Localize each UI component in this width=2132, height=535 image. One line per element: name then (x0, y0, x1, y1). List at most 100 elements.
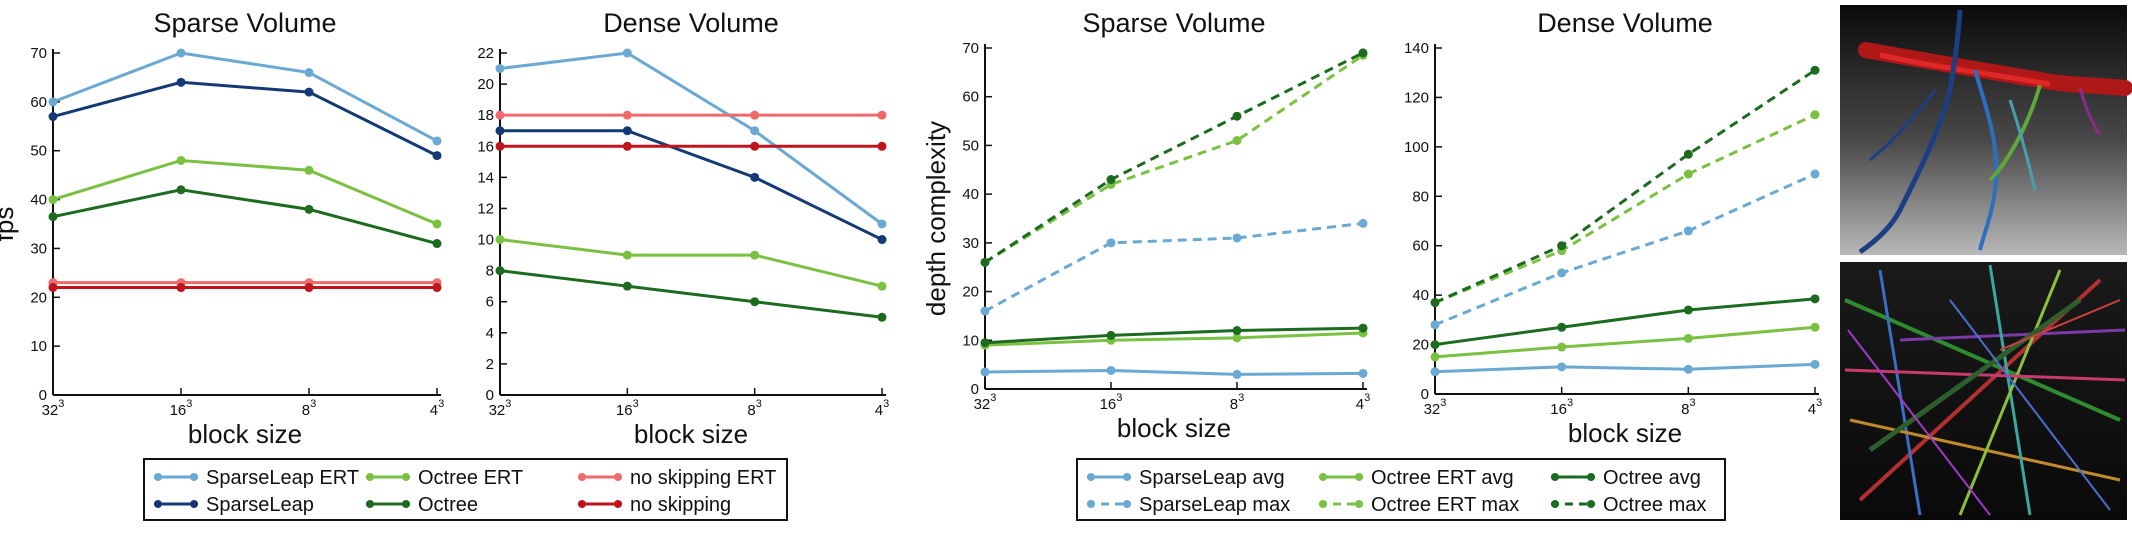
series-octree (495, 266, 887, 322)
data-point (1232, 136, 1242, 146)
y-tick-label: 50 (962, 137, 979, 154)
series-line (984, 51, 1364, 264)
legend-marker (1123, 500, 1131, 508)
data-point (1557, 241, 1567, 251)
data-point (622, 250, 632, 260)
data-point (1232, 233, 1242, 243)
y-tick-label: 50 (30, 143, 47, 160)
legend-label: Octree ERT max (1371, 494, 1519, 516)
series-sparseleap-ert (48, 48, 442, 146)
series-line (984, 221, 1364, 313)
data-point (48, 97, 58, 107)
chart-1: Sparse Volume 0 10 20 30 40 50 60 70 323 163 83 43 bl… (0, 8, 444, 449)
legend-item-octree-ert: Octree ERT (366, 467, 523, 489)
data-point (1810, 65, 1820, 75)
data-point (1683, 305, 1693, 315)
x-tick-label: 163 (616, 398, 639, 419)
series-sparseleap (495, 126, 887, 245)
legend-frame (143, 458, 788, 521)
data-point (622, 110, 632, 120)
data-point (980, 338, 990, 348)
data-point (877, 141, 887, 151)
legend-label: no skipping (630, 494, 731, 516)
data-point (622, 126, 632, 136)
legends-layer: SparseLeap ERT SparseLeap Octree ERT Octree… (143, 458, 1726, 521)
data-point (1810, 110, 1820, 120)
legend-marker (1355, 473, 1363, 481)
x-tick-label: 163 (1550, 397, 1573, 418)
x-tick-label: 43 (875, 398, 889, 419)
y-tick-label: 22 (477, 45, 494, 62)
legend-marker (402, 500, 410, 508)
series-octree-ert-avg (1430, 322, 1820, 362)
data-point (432, 151, 442, 161)
legend-frame (1076, 458, 1726, 521)
series-line (499, 269, 883, 319)
y-tick-label: 0 (486, 387, 494, 404)
x-axis-label: block size (1117, 413, 1231, 443)
series-line (984, 331, 1364, 347)
data-point (750, 141, 760, 151)
legend-depth-complexity: SparseLeap avg SparseLeap max Octree ERT a… (1076, 458, 1726, 521)
legend-marker (1087, 473, 1095, 481)
data-point (622, 48, 632, 58)
series-octree-avg (1430, 294, 1820, 350)
x-tick-label: 323 (489, 398, 512, 419)
series-octree-max (1430, 65, 1820, 308)
data-point (304, 283, 314, 293)
y-tick-label: 60 (962, 89, 979, 106)
series-octree-ert-max (980, 50, 1368, 267)
x-tick-label: 83 (747, 398, 761, 419)
data-point (176, 48, 186, 58)
data-point (877, 281, 887, 291)
y-tick-label: 10 (477, 232, 494, 249)
data-point (1106, 330, 1116, 340)
legend-marker (190, 500, 198, 508)
x-tick-label: 323 (42, 398, 65, 419)
data-point (432, 239, 442, 249)
legend-label: no skipping ERT (630, 467, 776, 489)
data-point (304, 165, 314, 175)
x-tick-label: 323 (974, 392, 997, 413)
data-point (750, 172, 760, 182)
series-line (1434, 172, 1816, 327)
y-tick-label: 14 (477, 169, 494, 186)
series-line (1434, 113, 1816, 304)
data-point (1232, 326, 1242, 336)
legend-label: SparseLeap avg (1139, 467, 1285, 489)
y-tick-label: 80 (1412, 188, 1429, 205)
data-point (1430, 298, 1440, 308)
series-line (52, 80, 438, 157)
series-line (1434, 362, 1816, 374)
legend-marker (614, 473, 622, 481)
legend-marker (154, 500, 162, 508)
data-point (1810, 169, 1820, 179)
data-point (980, 257, 990, 267)
y-tick-label: 70 (962, 40, 979, 57)
y-tick-label: 140 (1404, 40, 1429, 57)
data-point (432, 283, 442, 293)
x-tick-label: 83 (302, 398, 316, 419)
y-tick-label: 100 (1404, 139, 1429, 156)
series-sparseleap-max (1430, 169, 1820, 330)
series-line (500, 129, 883, 241)
data-point (48, 212, 58, 222)
series-line (499, 51, 883, 226)
legend-label: Octree ERT (418, 467, 523, 489)
y-tick-label: 18 (477, 107, 494, 124)
legend-item-no-skipping: no skipping (578, 494, 731, 516)
data-point (980, 367, 990, 377)
legend-marker (366, 500, 374, 508)
legend-marker (402, 473, 410, 481)
y-tick-label: 2 (486, 356, 494, 373)
legend-marker (190, 473, 198, 481)
legend-marker (1551, 500, 1559, 508)
x-axis-label: block size (188, 419, 302, 449)
data-point (48, 195, 58, 205)
series-octree-ert (48, 155, 442, 229)
x-tick-label: 43 (430, 398, 444, 419)
series-sparseleap-avg (1430, 359, 1820, 377)
data-point (750, 250, 760, 260)
y-tick-label: 40 (962, 186, 979, 203)
data-point (1232, 111, 1242, 121)
